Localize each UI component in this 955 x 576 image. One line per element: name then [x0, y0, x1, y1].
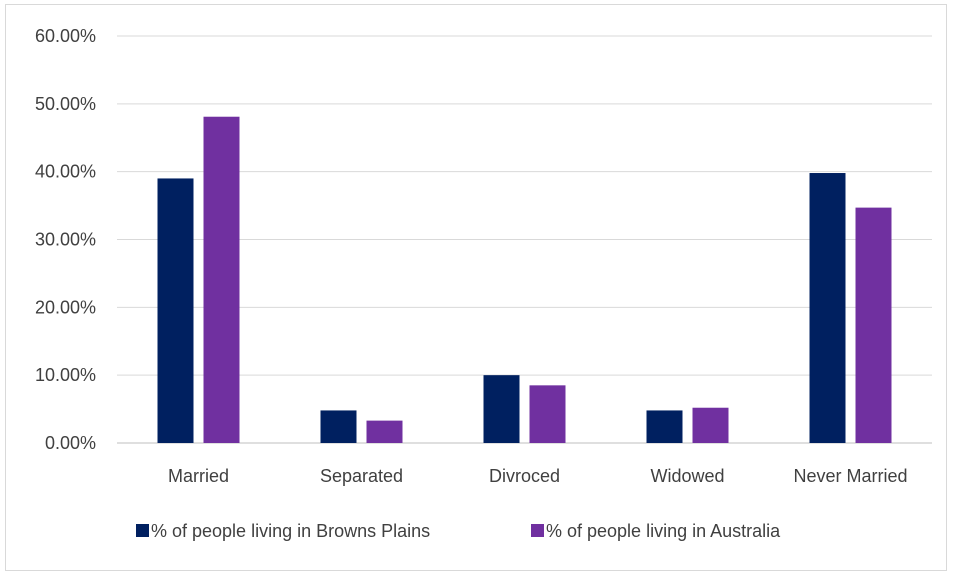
bars	[157, 116, 892, 444]
y-axis-tick-labels: 0.00% 10.00% 20.00% 30.00% 40.00% 50.00% 60.00…	[35, 26, 96, 453]
y-tick-label: 10.00%	[35, 365, 96, 385]
legend: % of people living in Browns Plains % of …	[136, 521, 781, 541]
bar-browns-plains	[157, 178, 194, 443]
y-tick-label: 30.00%	[35, 230, 96, 250]
legend-swatch	[136, 524, 149, 537]
y-tick-label: 20.00%	[35, 297, 96, 317]
bar-australia	[203, 116, 240, 443]
bar-browns-plains	[320, 410, 357, 443]
bar-australia	[529, 385, 566, 443]
x-tick-label: Widowed	[650, 466, 724, 486]
y-tick-label: 60.00%	[35, 26, 96, 46]
bar-browns-plains	[809, 173, 846, 444]
bar-browns-plains	[646, 410, 683, 443]
bar-australia	[692, 407, 729, 443]
y-tick-label: 40.00%	[35, 162, 96, 182]
x-tick-label: Married	[168, 466, 229, 486]
x-tick-label: Separated	[320, 466, 403, 486]
legend-label: % of people living in Australia	[546, 521, 781, 541]
bar-australia	[366, 420, 403, 443]
x-axis-tick-labels: Married Separated Divroced Widowed Never Mar…	[168, 466, 908, 486]
y-tick-label: 50.00%	[35, 94, 96, 114]
bar-australia	[855, 207, 892, 443]
x-tick-label: Divroced	[489, 466, 560, 486]
y-tick-label: 0.00%	[45, 433, 96, 453]
bar-browns-plains	[483, 375, 520, 443]
legend-swatch	[531, 524, 544, 537]
legend-label: % of people living in Browns Plains	[151, 521, 430, 541]
gridlines	[117, 35, 932, 444]
x-tick-label: Never Married	[793, 466, 907, 486]
